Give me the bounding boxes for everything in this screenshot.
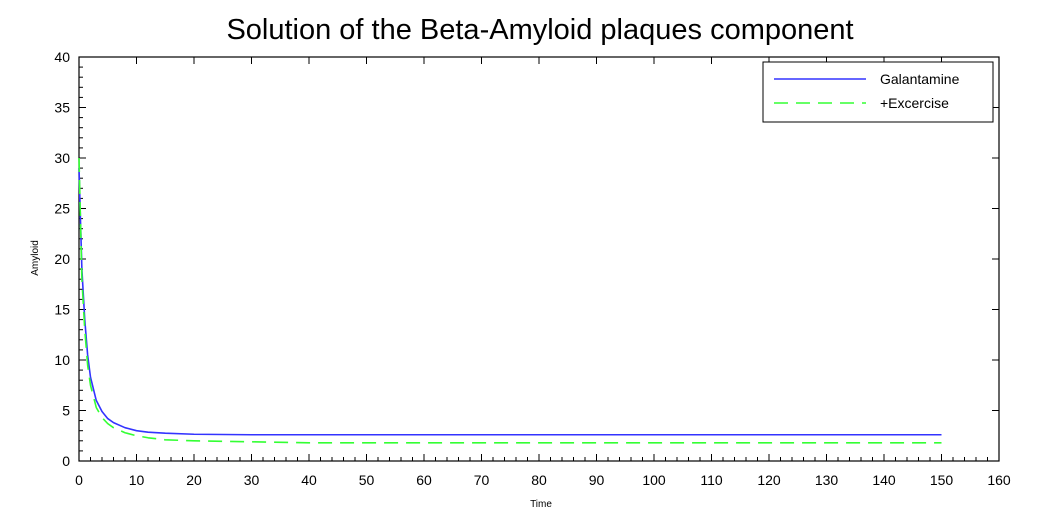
x-tick-label: 110 [700, 472, 723, 488]
x-tick-label: 70 [474, 472, 490, 488]
y-tick-label: 40 [54, 49, 70, 65]
chart-title: Solution of the Beta-Amyloid plaques com… [226, 14, 853, 46]
x-tick-label: 140 [872, 472, 896, 488]
x-tick-label: 130 [815, 472, 839, 488]
legend-label-galantamine: Galantamine [880, 71, 960, 87]
y-tick-label: 30 [54, 150, 70, 166]
x-tick-label: 100 [642, 472, 666, 488]
y-tick-label: 35 [54, 100, 70, 116]
x-tick-label: 0 [75, 472, 83, 488]
series-line-1 [78, 157, 942, 444]
y-tick-label: 25 [54, 201, 70, 217]
y-tick-label: 5 [62, 403, 70, 419]
x-tick-label: 160 [987, 472, 1011, 488]
x-tick-label: 40 [301, 472, 317, 488]
legend-label-excercise: +Excercise [880, 95, 949, 111]
x-axis-label: Time [530, 499, 552, 510]
y-tick-label: 0 [62, 453, 70, 469]
x-tick-label: 20 [186, 472, 202, 488]
y-axis: 0 5 10 15 20 25 30 35 40 [54, 49, 999, 469]
y-axis-label: Amyloid [30, 240, 41, 276]
series-layer [78, 157, 942, 444]
x-tick-label: 10 [129, 472, 145, 488]
x-tick-label: 50 [359, 472, 375, 488]
legend: Galantamine +Excercise [762, 61, 994, 123]
y-tick-label: 10 [54, 352, 70, 368]
x-tick-label: 120 [757, 472, 781, 488]
series-line-0 [78, 168, 942, 436]
x-tick-label: 90 [589, 472, 605, 488]
y-tick-label: 20 [54, 251, 70, 267]
x-tick-label: 150 [930, 472, 954, 488]
x-tick-label: 60 [416, 472, 432, 488]
x-tick-label: 30 [244, 472, 260, 488]
legend-box [762, 61, 994, 123]
x-tick-label: 80 [531, 472, 547, 488]
x-axis: 0 10 20 30 40 50 60 70 80 90 100 110 120 130 140 150 160 [75, 57, 1011, 488]
y-tick-label: 15 [54, 302, 70, 318]
